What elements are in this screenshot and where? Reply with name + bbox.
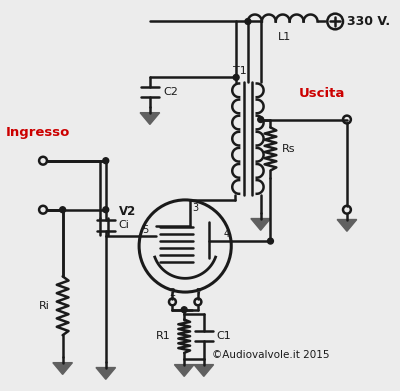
Text: 5: 5 [142, 225, 148, 235]
Text: V2: V2 [119, 205, 136, 218]
Text: C1: C1 [216, 331, 231, 341]
Polygon shape [337, 219, 357, 231]
Circle shape [103, 158, 109, 164]
Text: T1: T1 [233, 66, 247, 76]
Text: 7: 7 [195, 288, 201, 298]
Polygon shape [140, 113, 160, 124]
Circle shape [103, 207, 109, 213]
Text: ©Audiovalvole.it 2015: ©Audiovalvole.it 2015 [212, 350, 329, 360]
Polygon shape [194, 365, 214, 377]
Circle shape [233, 74, 239, 80]
Text: 2: 2 [169, 288, 176, 298]
Text: Ingresso: Ingresso [6, 126, 70, 139]
Text: L1: L1 [278, 32, 291, 42]
Text: 330 V.: 330 V. [347, 15, 390, 28]
Text: C2: C2 [164, 87, 178, 97]
Polygon shape [174, 365, 194, 377]
Polygon shape [96, 368, 116, 379]
Polygon shape [53, 362, 72, 375]
Text: R1: R1 [156, 331, 170, 341]
Text: Uscita: Uscita [299, 87, 346, 100]
Circle shape [181, 307, 187, 313]
Text: Ri: Ri [39, 301, 50, 311]
Text: 3: 3 [192, 203, 198, 213]
Circle shape [258, 117, 264, 122]
Text: Rs: Rs [282, 144, 296, 154]
Circle shape [245, 18, 251, 24]
Circle shape [268, 238, 274, 244]
Polygon shape [251, 219, 270, 230]
Text: 4: 4 [223, 229, 229, 239]
Circle shape [60, 207, 66, 213]
Text: Ci: Ci [118, 221, 129, 230]
